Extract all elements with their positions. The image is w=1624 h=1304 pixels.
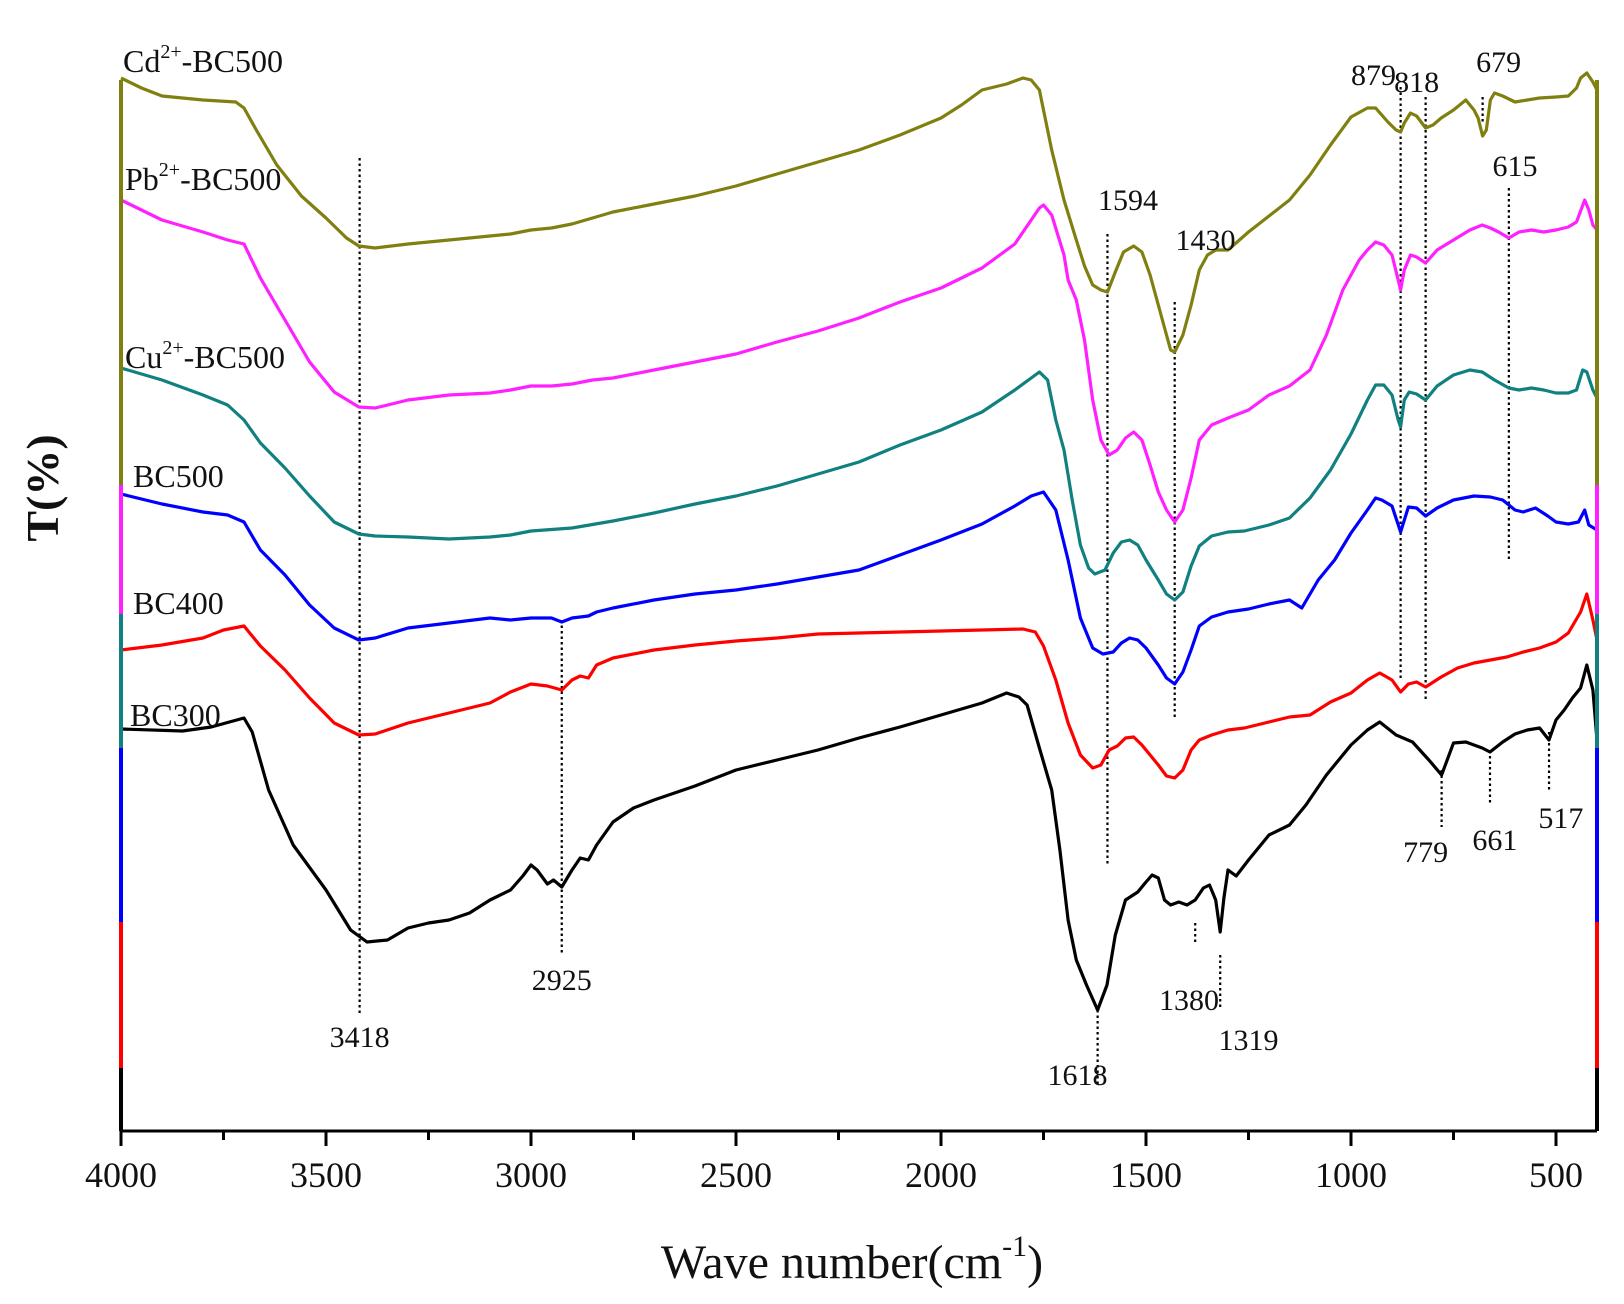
series-label-bc300: BC300 <box>130 697 221 733</box>
peak-marker-lines <box>358 87 1551 1085</box>
series-label-sup: 2+ <box>162 337 183 359</box>
series-label-bc500: BC500 <box>133 458 224 494</box>
peak-label-818: 818 <box>1394 66 1439 99</box>
peak-label-615: 615 <box>1493 150 1538 183</box>
series-label-cd2-bc500: Cd2+-BC500 <box>123 41 283 79</box>
series-label-base: Cu <box>125 339 162 375</box>
series-label-tail: -BC500 <box>184 339 285 375</box>
series-label-pb2-bc500: Pb2+-BC500 <box>125 159 281 197</box>
series-line-bc300 <box>120 663 1599 1012</box>
x-tick-label: 3500 <box>290 1155 362 1195</box>
series-label-base: Cd <box>123 43 160 79</box>
peak-label-1594: 1594 <box>1098 184 1158 217</box>
peak-label-2925: 2925 <box>532 964 592 997</box>
series-label-tail: -BC500 <box>182 43 283 79</box>
peak-label-1380: 1380 <box>1159 984 1219 1017</box>
x-tick-label: 2500 <box>700 1155 772 1195</box>
series-label-base: Pb <box>125 161 159 197</box>
series-line-cd2-bc500 <box>120 71 1599 354</box>
peak-label-879: 879 <box>1351 59 1396 92</box>
y-axis-title: T(%) <box>17 434 68 541</box>
series-group <box>120 71 1599 1012</box>
series-line-cu2-bc500 <box>120 366 1599 602</box>
peak-label-779: 779 <box>1403 836 1448 869</box>
peak-label-517: 517 <box>1538 802 1583 835</box>
series-label-tail: -BC500 <box>180 161 281 197</box>
peak-label-679: 679 <box>1476 46 1521 79</box>
x-axis-ticks: 4000 3500 3000 2500 2000 1500 1000 500 <box>85 1131 1583 1195</box>
series-label-sup: 2+ <box>160 41 181 63</box>
x-tick-label: 1000 <box>1315 1155 1387 1195</box>
x-axis-title-sup: -1 <box>1002 1230 1027 1263</box>
peak-label-3418: 3418 <box>330 1021 390 1054</box>
series-label-sup: 2+ <box>159 159 180 181</box>
x-tick-label: 1500 <box>1110 1155 1182 1195</box>
series-label-base: BC500 <box>133 458 224 494</box>
peak-label-1618: 1618 <box>1048 1059 1108 1092</box>
x-axis-title-close: ) <box>1027 1236 1043 1289</box>
series-labels: BC300BC400BC500Cu2+-BC500Pb2+-BC500Cd2+-… <box>123 41 285 733</box>
peak-label-661: 661 <box>1472 824 1517 857</box>
series-line-bc500 <box>120 490 1598 686</box>
peak-label-1430: 1430 <box>1175 224 1235 257</box>
x-tick-label: 2000 <box>905 1155 977 1195</box>
x-tick-label: 4000 <box>85 1155 157 1195</box>
x-axis-title-main: Wave number(cm <box>661 1236 1002 1289</box>
series-label-bc400: BC400 <box>133 585 224 621</box>
series-line-pb2-bc500 <box>120 198 1599 524</box>
series-label-base: BC300 <box>130 697 221 733</box>
axes-frame <box>119 80 1599 1133</box>
x-axis-title: Wave number(cm-1) <box>661 1230 1043 1289</box>
x-tick-label: 500 <box>1529 1155 1583 1195</box>
series-label-cu2-bc500: Cu2+-BC500 <box>125 337 285 375</box>
peak-label-1319: 1319 <box>1219 1024 1279 1057</box>
series-label-base: BC400 <box>133 585 224 621</box>
series-line-bc400 <box>120 592 1599 780</box>
x-tick-label: 3000 <box>495 1155 567 1195</box>
